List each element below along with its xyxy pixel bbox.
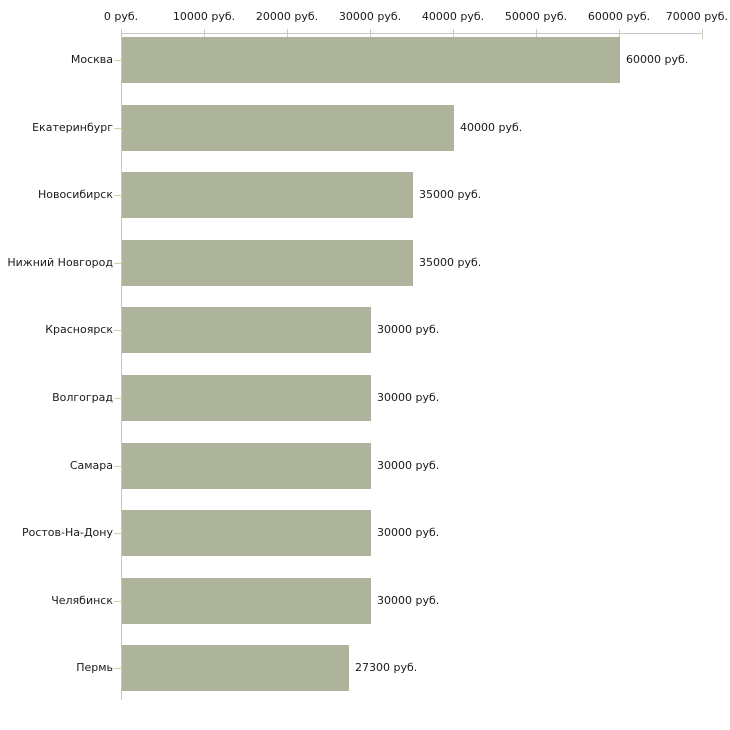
value-label: 30000 руб. <box>377 459 440 472</box>
x-axis-tick <box>453 29 454 39</box>
x-axis-tick <box>204 29 205 39</box>
bar <box>122 105 454 151</box>
y-axis-line <box>121 33 122 700</box>
x-axis-line <box>121 33 702 34</box>
x-axis-tick <box>287 29 288 39</box>
bar <box>122 307 371 353</box>
x-axis-tick <box>536 29 537 39</box>
x-axis-tick-label: 70000 руб. <box>665 10 728 23</box>
value-label: 30000 руб. <box>377 594 440 607</box>
y-axis-tick <box>114 601 122 602</box>
y-axis-tick <box>114 533 122 534</box>
bar <box>122 375 371 421</box>
x-axis-tick <box>370 29 371 39</box>
category-label: Волгоград <box>52 391 113 404</box>
x-axis-tick <box>619 29 620 39</box>
bar <box>122 37 620 83</box>
y-axis-tick <box>114 60 122 61</box>
category-label: Красноярск <box>45 323 113 336</box>
y-axis-tick <box>114 128 122 129</box>
bar <box>122 578 371 624</box>
x-axis-tick <box>702 29 703 39</box>
value-label: 30000 руб. <box>377 323 440 336</box>
x-axis-tick-label: 40000 руб. <box>421 10 485 23</box>
x-axis-tick-label: 50000 руб. <box>504 10 568 23</box>
x-axis-tick-label: 0 руб. <box>103 10 139 23</box>
y-axis-tick <box>114 330 122 331</box>
category-label: Новосибирск <box>37 188 113 201</box>
category-label: Москва <box>70 53 113 66</box>
y-axis-tick <box>114 398 122 399</box>
x-axis-tick-label: 60000 руб. <box>587 10 651 23</box>
bar <box>122 443 371 489</box>
bar <box>122 510 371 556</box>
value-label: 60000 руб. <box>626 53 689 66</box>
bar <box>122 172 413 218</box>
category-label: Самара <box>69 459 113 472</box>
y-axis-tick <box>114 263 122 264</box>
category-label: Челябинск <box>51 594 113 607</box>
x-axis-tick-label: 10000 руб. <box>172 10 236 23</box>
value-label: 35000 руб. <box>419 256 482 269</box>
y-axis-tick <box>114 466 122 467</box>
value-label: 35000 руб. <box>419 188 482 201</box>
bar <box>122 645 349 691</box>
bar <box>122 240 413 286</box>
value-label: 30000 руб. <box>377 391 440 404</box>
x-axis-tick-label: 20000 руб. <box>255 10 319 23</box>
y-axis-tick <box>114 195 122 196</box>
value-label: 30000 руб. <box>377 526 440 539</box>
y-axis-tick <box>114 668 122 669</box>
category-label: Нижний Новгород <box>7 256 113 269</box>
x-axis-tick-label: 30000 руб. <box>338 10 402 23</box>
value-label: 27300 руб. <box>355 661 418 674</box>
category-label: Екатеринбург <box>32 121 113 134</box>
category-label: Пермь <box>76 661 113 674</box>
category-label: Ростов-На-Дону <box>21 526 113 539</box>
value-label: 40000 руб. <box>460 121 523 134</box>
